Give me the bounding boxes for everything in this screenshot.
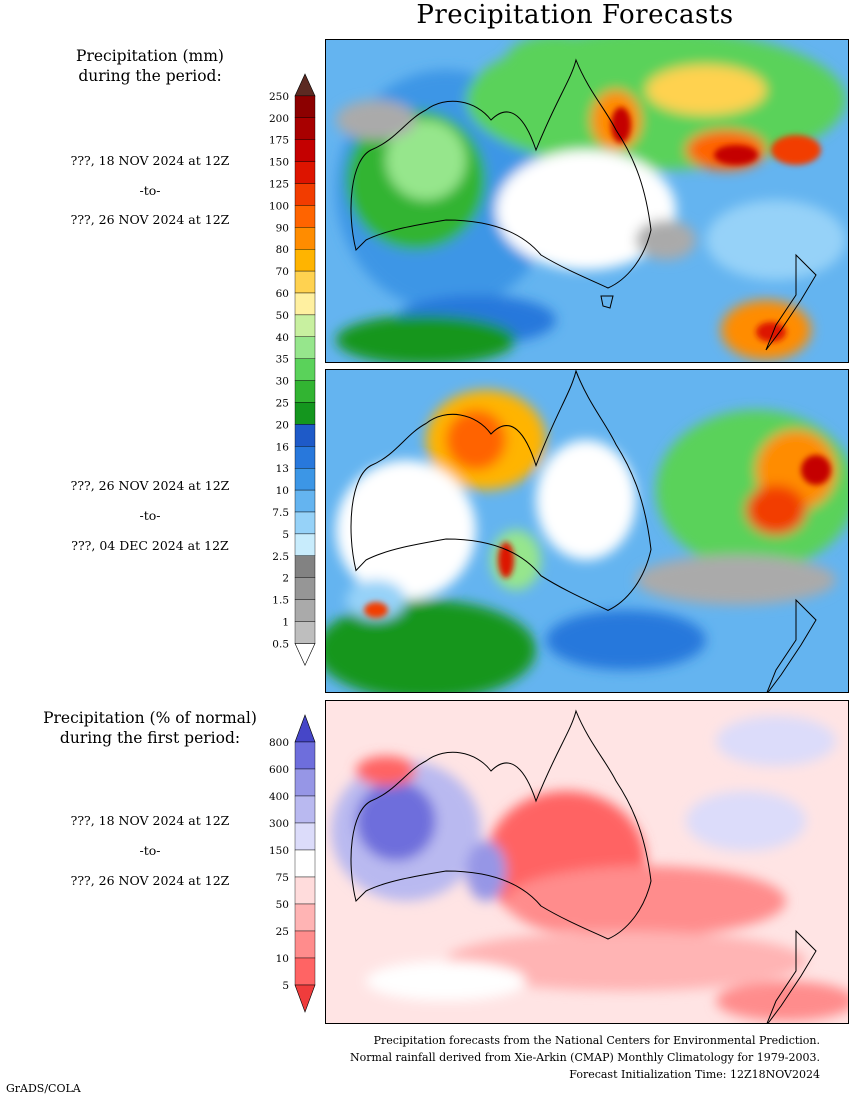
- period3-start: ???, 18 NOV 2024 at 12Z: [70, 813, 230, 828]
- colorbar-label: 10: [276, 953, 289, 965]
- colorbar-segment: [294, 577, 316, 600]
- colorbar-segment: [294, 336, 316, 359]
- colorbar-segment: [294, 621, 316, 644]
- colorbar-segment: [294, 903, 316, 932]
- colorbar-segment: [294, 380, 316, 403]
- colorbar-label: 300: [269, 818, 289, 830]
- colorbar-segment: [294, 489, 316, 513]
- percent-normal-map: [325, 700, 849, 1024]
- colorbar-label: 60: [276, 288, 289, 300]
- colorbar-segment: [294, 270, 316, 294]
- colorbar-segment: [294, 741, 316, 770]
- colorbar-label: 90: [276, 222, 289, 234]
- colorbar-label: 80: [276, 244, 289, 256]
- colorbar-segment: [294, 117, 316, 140]
- period3-to: -to-: [139, 843, 161, 858]
- total-precip-header-line1: Precipitation (mm): [76, 47, 224, 65]
- colorbar-bottom-triangle: [294, 643, 316, 667]
- colorbar-top-triangle: [294, 73, 316, 97]
- precip-mm-colorbar: 2502001751501251009080706050403530252016…: [269, 73, 316, 667]
- period1-to: -to-: [139, 183, 161, 198]
- colorbar-segment: [294, 957, 316, 986]
- colorbar-label: 100: [269, 200, 289, 212]
- colorbar-label: 25: [276, 398, 289, 410]
- colorbar-segment: [294, 161, 316, 184]
- footer-line-1: Precipitation forecasts from the Nationa…: [373, 1034, 820, 1047]
- colorbar-label: 5: [282, 980, 289, 992]
- colorbar-segment: [294, 468, 316, 491]
- colorbar-segment: [294, 205, 316, 228]
- colorbar-label: 70: [276, 266, 289, 278]
- colorbar-label: 400: [269, 791, 289, 803]
- colorbar-label: 175: [269, 135, 289, 147]
- colorbar-segment: [294, 402, 316, 425]
- colorbar-label: 35: [276, 354, 289, 366]
- colorbar-segment: [294, 768, 316, 797]
- percent-normal-header-line2: during the first period:: [59, 729, 241, 747]
- colorbar-label: 800: [269, 737, 289, 749]
- precip-map-period2: [325, 369, 849, 693]
- colorbar-bottom-triangle: [294, 984, 316, 1013]
- colorbar-label: 50: [276, 899, 289, 911]
- footer-line-3: Forecast Initialization Time: 12Z18NOV20…: [569, 1068, 820, 1081]
- colorbar-segment: [294, 511, 316, 535]
- colorbar-label: 1: [282, 617, 289, 629]
- colorbar-segment: [294, 795, 316, 824]
- colorbar-label: 600: [269, 764, 289, 776]
- colorbar-segment: [294, 822, 316, 851]
- colorbar-segment: [294, 227, 316, 250]
- colorbar-label: 5: [282, 529, 289, 541]
- colorbar-segment: [294, 314, 316, 337]
- period2-start: ???, 26 NOV 2024 at 12Z: [70, 478, 230, 493]
- period2-to: -to-: [139, 508, 161, 523]
- colorbar-label: 2.5: [272, 551, 289, 563]
- colorbar-label: 150: [269, 157, 289, 169]
- colorbar-label: 50: [276, 310, 289, 322]
- colorbar-label: 200: [269, 113, 289, 125]
- colorbar-segment: [294, 930, 316, 959]
- colorbar-label: 16: [276, 441, 290, 453]
- total-precip-header-line2: during the period:: [78, 67, 222, 85]
- colorbar-label: 125: [269, 179, 289, 191]
- colorbar-label: 10: [276, 485, 289, 497]
- colorbar-label: 7.5: [272, 507, 289, 519]
- colorbar-segment: [294, 533, 316, 556]
- colorbar-label: 75: [276, 872, 289, 884]
- page-title: Precipitation Forecasts: [416, 0, 734, 30]
- colorbar-label: 250: [269, 91, 289, 103]
- colorbar-segment: [294, 599, 316, 622]
- colorbar-label: 1.5: [272, 595, 289, 607]
- colorbar-segment: [294, 876, 316, 905]
- precip-percent-colorbar: 800 600 400 300 150 75 50 25 10 5: [269, 714, 316, 1013]
- colorbar-label: 20: [276, 419, 289, 431]
- colorbar-segment: [294, 555, 316, 578]
- period1-end: ???, 26 NOV 2024 at 12Z: [70, 212, 230, 227]
- colorbar-label: 25: [276, 926, 289, 938]
- colorbar-segment: [294, 446, 316, 469]
- percent-normal-header: Precipitation (% of normal) during the f…: [0, 708, 300, 748]
- percent-normal-header-line1: Precipitation (% of normal): [43, 709, 257, 727]
- period3-end: ???, 26 NOV 2024 at 12Z: [70, 873, 230, 888]
- colorbar-segment: [294, 95, 316, 118]
- colorbar-label: 40: [276, 332, 289, 344]
- colorbar-segment: [294, 424, 316, 447]
- colorbar-label: 150: [269, 845, 289, 857]
- colorbar-segment: [294, 139, 316, 162]
- footer-line-2: Normal rainfall derived from Xie-Arkin (…: [350, 1051, 820, 1064]
- period2-end: ???, 04 DEC 2024 at 12Z: [71, 538, 229, 553]
- total-precip-header: Precipitation (mm) during the period:: [0, 46, 300, 86]
- colorbar-segment: [294, 849, 316, 878]
- colorbar-segment: [294, 183, 316, 206]
- colorbar-segment: [294, 292, 316, 316]
- colorbar-label: 0.5: [272, 638, 289, 650]
- period1-start: ???, 18 NOV 2024 at 12Z: [70, 153, 230, 168]
- colorbar-label: 30: [276, 376, 289, 388]
- colorbar-segment: [294, 358, 316, 381]
- colorbar-label: 13: [276, 463, 289, 475]
- colorbar-label: 2: [282, 573, 289, 585]
- grads-credit: GrADS/COLA: [6, 1082, 81, 1095]
- colorbar-top-triangle: [294, 714, 316, 743]
- precip-map-period1: [325, 39, 849, 363]
- colorbar-segment: [294, 248, 316, 272]
